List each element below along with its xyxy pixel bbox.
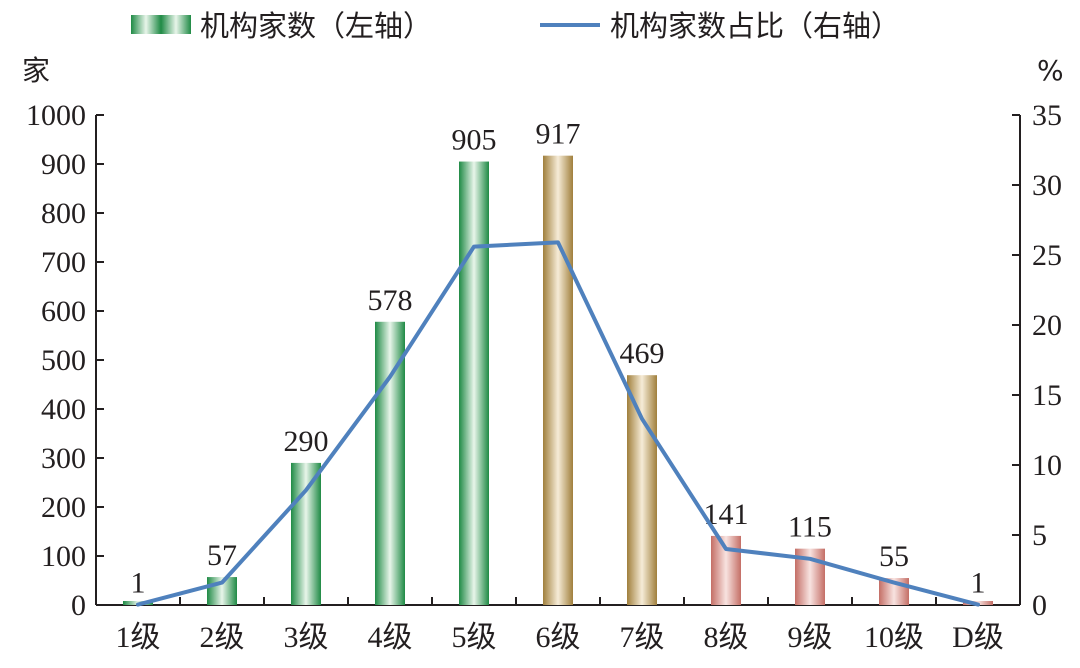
right-tick-label: 30: [1032, 169, 1062, 202]
right-tick-label: 5: [1032, 519, 1047, 552]
left-tick-label: 900: [41, 148, 86, 181]
bar-data-label: 55: [879, 540, 909, 573]
category-label: 6级: [536, 621, 581, 654]
bar: [291, 462, 321, 605]
bar-data-label: 905: [452, 124, 497, 157]
category-label: 9级: [788, 621, 833, 654]
x-axis-ticks: [95, 597, 1021, 605]
bar-data-label: 917: [536, 118, 581, 151]
right-tick-label: 25: [1032, 239, 1062, 272]
right-tick-label: 0: [1032, 589, 1047, 622]
right-axis-ticks: 0 5 10 15 20 25 30 35: [1012, 99, 1062, 622]
bar: [627, 375, 657, 605]
right-tick-label: 20: [1032, 309, 1062, 342]
left-tick-label: 500: [41, 344, 86, 377]
category-label: 7级: [620, 621, 665, 654]
bar-data-label: 1: [131, 567, 146, 600]
bars: [123, 155, 993, 606]
bar-data-label: 469: [620, 337, 665, 370]
left-axis-ticks: 0 100 200 300 400 500 600 700 800 900 1000: [26, 99, 104, 622]
category-labels: 1级 2级 3级 4级 5级 6级 7级 8级 9级 10级 D级: [116, 621, 1004, 654]
category-label: 1级: [116, 621, 161, 654]
left-tick-label: 600: [41, 295, 86, 328]
category-label: 4级: [368, 621, 413, 654]
bar: [375, 321, 405, 605]
legend-bar-swatch: [131, 15, 191, 34]
bar: [543, 155, 573, 606]
left-tick-label: 700: [41, 246, 86, 279]
left-tick-label: 400: [41, 393, 86, 426]
category-label: 2级: [200, 621, 245, 654]
bar-data-label: 578: [368, 284, 413, 317]
legend-bar-label: 机构家数（左轴）: [200, 9, 432, 43]
left-tick-label: 800: [41, 197, 86, 230]
share-line: [136, 240, 980, 607]
bar-data-label: 115: [788, 511, 832, 544]
left-axis-unit: 家: [22, 54, 50, 87]
left-tick-label: 1000: [26, 99, 86, 132]
left-tick-label: 100: [41, 540, 86, 573]
bar: [459, 161, 489, 606]
category-label: 10级: [864, 621, 924, 654]
right-axis-unit: %: [1037, 54, 1064, 87]
left-tick-label: 0: [71, 589, 86, 622]
bar-data-label: 1: [971, 567, 986, 600]
category-label: 5级: [452, 621, 497, 654]
right-tick-label: 10: [1032, 449, 1062, 482]
bar-data-label: 290: [284, 425, 329, 458]
right-tick-label: 35: [1032, 99, 1062, 132]
category-label: 8级: [704, 621, 749, 654]
left-tick-label: 200: [41, 491, 86, 524]
share-line-path: [136, 240, 980, 607]
right-tick-label: 15: [1032, 379, 1062, 412]
left-tick-label: 300: [41, 442, 86, 475]
category-label: D级: [952, 621, 1004, 654]
legend-line-label: 机构家数占比（右轴）: [610, 9, 900, 43]
legend: 机构家数（左轴） 机构家数占比（右轴）: [131, 9, 900, 43]
category-label: 3级: [284, 621, 329, 654]
bar-data-label: 57: [207, 539, 237, 572]
